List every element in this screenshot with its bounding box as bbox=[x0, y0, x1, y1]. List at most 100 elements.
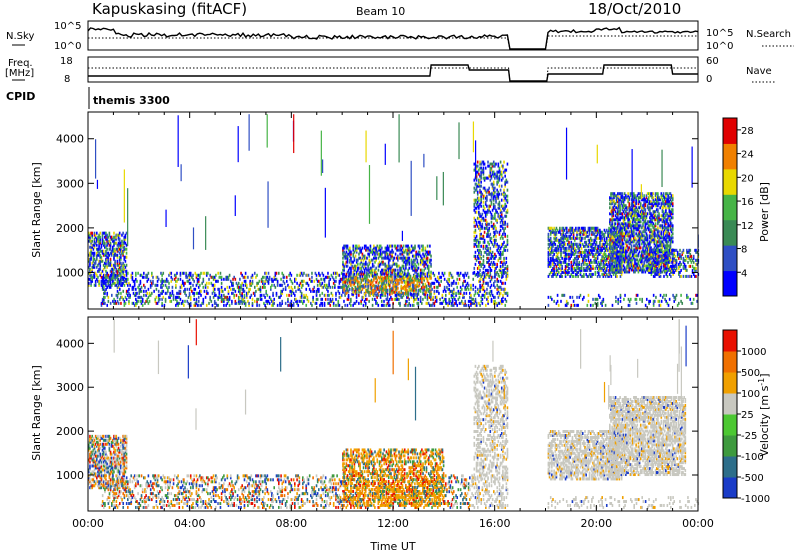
echo-cell bbox=[466, 304, 468, 307]
echo-cell bbox=[117, 260, 119, 263]
echo-cell bbox=[591, 239, 593, 242]
echo-cell bbox=[504, 271, 506, 274]
echo-cell bbox=[477, 165, 479, 168]
echo-cell bbox=[434, 274, 436, 277]
echo-cell bbox=[615, 246, 617, 249]
echo-cell bbox=[456, 286, 458, 289]
echo-cell bbox=[430, 293, 432, 296]
echo-cell bbox=[365, 302, 367, 305]
echo-cell bbox=[592, 265, 594, 268]
echo-cell bbox=[254, 286, 256, 289]
echo-cell bbox=[484, 275, 486, 278]
echo-cell bbox=[468, 288, 470, 291]
echo-cell bbox=[223, 304, 225, 307]
echo-cell bbox=[184, 282, 186, 285]
echo-cell bbox=[444, 272, 446, 275]
echo-cell bbox=[430, 283, 432, 286]
echo-cell bbox=[491, 201, 493, 204]
echo-cell bbox=[402, 271, 404, 274]
echo-cell bbox=[292, 288, 294, 291]
echo-cell bbox=[356, 291, 358, 294]
echo-cell bbox=[427, 257, 429, 260]
nsky-right-tick-bottom: 10^0 bbox=[706, 41, 733, 52]
echo-cell bbox=[172, 286, 174, 289]
echo-cell bbox=[91, 232, 93, 235]
echo-cell bbox=[487, 247, 489, 250]
echo-cell bbox=[504, 304, 506, 307]
echo-cell bbox=[422, 283, 424, 286]
echo-cell bbox=[265, 290, 267, 293]
echo-cell bbox=[264, 286, 266, 289]
echo-cell bbox=[269, 276, 271, 279]
echo-cell bbox=[463, 296, 465, 299]
echo-cell bbox=[484, 231, 486, 234]
echo-cell bbox=[434, 286, 436, 289]
echo-cell bbox=[507, 265, 509, 268]
echo-cell bbox=[599, 275, 601, 278]
echo-cell bbox=[499, 201, 501, 204]
echo-cell bbox=[311, 304, 313, 307]
echo-cell bbox=[347, 289, 349, 292]
echo-cell bbox=[501, 211, 503, 214]
echo-cell bbox=[418, 298, 420, 301]
echo-cell bbox=[491, 269, 493, 272]
echo-cell bbox=[110, 258, 112, 261]
echo-cell bbox=[239, 278, 241, 281]
echo-cell bbox=[609, 206, 611, 209]
echo-cell bbox=[229, 296, 231, 299]
echo-cell bbox=[249, 288, 251, 291]
echo-cell bbox=[372, 285, 374, 288]
echo-cell bbox=[252, 280, 254, 283]
echo-cell bbox=[478, 294, 480, 297]
echo-cell bbox=[499, 185, 501, 188]
echo-cell bbox=[507, 223, 509, 226]
echo-cell bbox=[348, 285, 350, 288]
echo-cell bbox=[355, 287, 357, 290]
echo-cell bbox=[244, 294, 246, 297]
echo-cell bbox=[418, 302, 420, 305]
echo-cell bbox=[140, 280, 142, 283]
echo-cell bbox=[180, 290, 182, 293]
echo-cell bbox=[221, 294, 223, 297]
echo-cell bbox=[470, 284, 472, 287]
echo-cell bbox=[286, 280, 288, 283]
echo-cell bbox=[339, 304, 341, 307]
echo-cell bbox=[176, 272, 178, 275]
echo-cell bbox=[243, 284, 245, 287]
nsky-left-tick-top: 10^5 bbox=[54, 21, 81, 32]
echo-cell bbox=[180, 272, 182, 275]
echo-cell bbox=[220, 272, 222, 275]
echo-cell bbox=[318, 288, 320, 291]
echo-cell bbox=[286, 276, 288, 279]
echo-cell bbox=[439, 284, 441, 287]
echo-cell bbox=[418, 293, 420, 296]
echo-cell bbox=[448, 284, 450, 287]
echo-cell bbox=[422, 245, 424, 248]
echo-cell bbox=[395, 273, 397, 276]
echo-cell bbox=[348, 294, 350, 297]
echo-cell bbox=[203, 278, 205, 281]
echo-cell bbox=[271, 284, 273, 287]
echo-cell bbox=[193, 280, 195, 283]
echo-cell bbox=[148, 272, 150, 275]
echo-cell bbox=[273, 302, 275, 305]
echo-cell bbox=[370, 245, 372, 248]
echo-cell bbox=[487, 296, 489, 299]
echo-cell bbox=[256, 274, 258, 277]
echo-cell bbox=[378, 269, 380, 272]
echo-cell bbox=[502, 275, 504, 278]
echo-cell bbox=[559, 227, 561, 230]
echo-cell bbox=[438, 292, 440, 295]
echo-cell bbox=[612, 250, 614, 253]
cpid-value: themis 3300 bbox=[93, 94, 170, 107]
echo-cell bbox=[334, 284, 336, 287]
echo-cell bbox=[110, 302, 112, 305]
echo-cell bbox=[495, 255, 497, 258]
echo-cell bbox=[178, 302, 180, 305]
echo-cell bbox=[113, 232, 115, 235]
echo-cell bbox=[247, 276, 249, 279]
echo-cell bbox=[106, 304, 108, 307]
echo-cell bbox=[327, 298, 329, 301]
echo-cell bbox=[281, 300, 283, 303]
echo-cell bbox=[342, 261, 344, 264]
